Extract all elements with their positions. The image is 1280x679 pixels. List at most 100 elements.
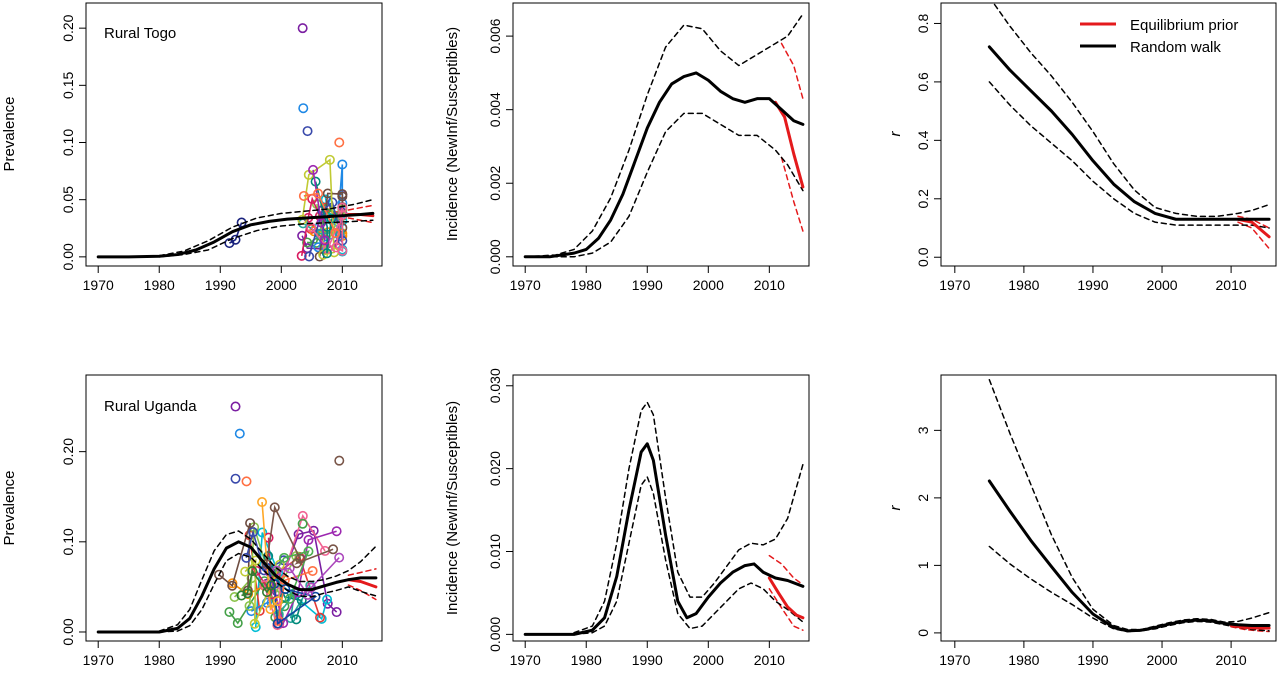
y-tick-label: 1 — [915, 561, 931, 569]
site-point — [265, 604, 276, 615]
y-tick-label: 0.10 — [60, 528, 76, 555]
site-point — [242, 588, 253, 599]
site-point — [274, 559, 285, 570]
site-point — [279, 552, 290, 563]
y-axis: 0 1 2 3 — [915, 426, 941, 637]
panel-uganda-incidence: Incidence (NewInf/Susceptibles) 1970 1980… — [444, 368, 810, 668]
x-tick-label: 1980 — [1008, 652, 1039, 668]
site-point — [297, 23, 308, 34]
y-tick-label: 0.030 — [487, 368, 503, 403]
site-point — [313, 242, 324, 253]
site-point — [297, 518, 308, 529]
x-tick-label: 1980 — [1008, 277, 1039, 293]
y-tick-label: 0.00 — [60, 243, 76, 270]
legend: Equilibrium prior Random walk — [1080, 17, 1238, 56]
site-observations — [214, 401, 345, 633]
x-tick-label: 2010 — [754, 277, 785, 293]
plot-frame — [85, 374, 383, 642]
x-axis: 1970 1980 1990 2000 2010 — [510, 266, 785, 293]
site-point — [337, 202, 348, 213]
site-point — [303, 546, 314, 557]
y-tick-label: 2 — [915, 494, 931, 502]
x-tick-label: 2000 — [266, 652, 297, 668]
random-walk-lower-ci-line — [158, 219, 374, 258]
series-group — [523, 13, 805, 259]
site-point — [331, 242, 342, 253]
site-point — [316, 613, 327, 624]
x-axis: 1970 1980 1990 2000 2010 — [939, 641, 1247, 668]
site-point — [324, 154, 335, 165]
site-point — [322, 598, 333, 609]
y-tick-label: 0.000 — [487, 239, 503, 274]
x-tick-label: 1970 — [939, 652, 970, 668]
y-tick-label: 0.006 — [487, 18, 503, 53]
site-point — [297, 230, 308, 241]
x-tick-label: 1990 — [632, 277, 663, 293]
x-tick-label: 2000 — [693, 652, 724, 668]
y-axis: 0.000 0.002 0.004 0.006 — [487, 18, 513, 274]
equilibrium-prior-line — [346, 578, 378, 589]
panel-togo-prevalence: Rural Togo Prevalence 1970 1980 1990 2000 20… — [1, 2, 383, 293]
site-point — [230, 473, 241, 484]
series-group — [523, 401, 805, 636]
y-tick-label: 0.20 — [60, 14, 76, 41]
site-point — [227, 580, 238, 591]
site-point — [298, 103, 309, 114]
site-point — [302, 237, 313, 248]
panel-label: Rural Togo — [104, 25, 176, 42]
site-point — [234, 428, 245, 439]
x-axis: 1970 1980 1990 2000 2010 — [510, 641, 785, 668]
site-point — [298, 190, 309, 201]
panel-togo-r: r 1970 1980 1990 2000 2010 0.0 0.2 0.4 0.6 0.8 E… — [887, 2, 1277, 293]
x-tick-label: 1990 — [205, 277, 236, 293]
equilibrium-lower-ci-line — [768, 588, 804, 631]
site-point — [334, 455, 345, 466]
x-tick-label: 2010 — [327, 277, 358, 293]
site-point — [331, 526, 342, 537]
plot-frame — [940, 374, 1277, 642]
equilibrium-upper-ci-line — [780, 42, 804, 100]
site-point — [280, 584, 291, 595]
y-tick-label: 0.010 — [487, 534, 503, 569]
site-series-line — [277, 570, 313, 621]
y-tick-label: 0.0 — [915, 247, 931, 267]
site-point — [308, 164, 319, 175]
x-axis: 1970 1980 1990 2000 2010 — [939, 266, 1247, 293]
equilibrium-upper-ci-line — [347, 204, 374, 211]
equilibrium-prior-line — [1236, 217, 1271, 239]
site-series-line — [314, 181, 333, 254]
site-point — [330, 227, 341, 238]
site-point — [248, 527, 259, 538]
plot-frame — [940, 2, 1277, 267]
series-group — [987, 3, 1271, 250]
x-tick-label: 2000 — [1146, 652, 1177, 668]
random-walk-lower-ci-line — [573, 476, 804, 636]
site-point — [229, 592, 240, 603]
equilibrium-upper-ci-line — [347, 568, 377, 576]
y-tick-label: 0.8 — [915, 14, 931, 34]
y-tick-label: 0.020 — [487, 451, 503, 486]
random-walk-line — [523, 71, 805, 259]
y-axis-label: Incidence (NewInf/Susceptibles) — [444, 27, 461, 241]
legend-label-equilibrium: Equilibrium prior — [1130, 17, 1238, 34]
equilibrium-upper-ci-line — [768, 554, 804, 586]
random-walk-line — [523, 442, 805, 636]
site-point — [319, 235, 330, 246]
site-point — [266, 580, 277, 591]
random-walk-upper-ci-line — [158, 530, 377, 632]
site-point — [257, 497, 268, 508]
random-walk-upper-ci-line — [524, 13, 804, 258]
x-tick-label: 1970 — [83, 652, 114, 668]
site-point — [321, 248, 332, 259]
y-tick-label: 0.6 — [915, 72, 931, 92]
random-walk-line — [96, 540, 378, 634]
site-point — [214, 569, 225, 580]
y-axis-label: Incidence (NewInf/Susceptibles) — [444, 401, 461, 615]
x-tick-label: 2000 — [693, 277, 724, 293]
random-walk-line — [987, 45, 1271, 221]
site-point — [307, 565, 318, 576]
y-tick-label: 0.05 — [60, 186, 76, 213]
y-axis: 0.0 0.2 0.4 0.6 0.8 — [915, 14, 941, 267]
y-tick-label: 0.20 — [60, 438, 76, 465]
